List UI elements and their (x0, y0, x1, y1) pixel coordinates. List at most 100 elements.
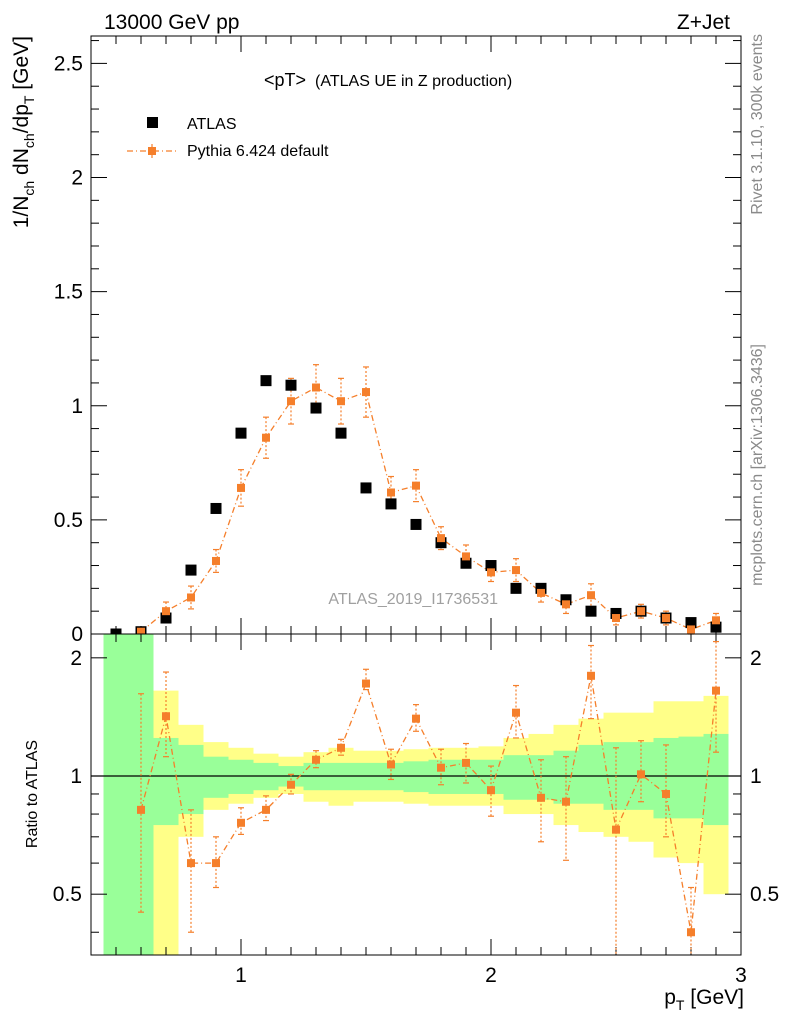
y-tick-label: 0.5 (54, 509, 83, 532)
ratio-y-tick-label-left: 0.5 (53, 883, 82, 906)
ratio-y-tick-label-right: 1 (750, 765, 762, 788)
legend-mc-marker (148, 147, 156, 155)
atlas-point (285, 379, 297, 391)
y-tick-label: 1 (71, 395, 83, 418)
atlas-point (585, 605, 597, 617)
ratio-panel: 0.5 0.5 1 1 2 2 1 2 3 Ratio to ATLAS pT​ [GeV] (24, 633, 779, 1013)
ratio-point (487, 786, 495, 795)
y-axis-label-part: T (21, 95, 37, 104)
ratio-bands (91, 634, 741, 955)
legend-mc-label: Pythia 6.424 default (187, 143, 329, 160)
atlas-point (685, 617, 697, 629)
atlas-point (385, 498, 397, 510)
ratio-point (312, 755, 320, 764)
ratio-point (612, 825, 620, 834)
atlas-point (710, 621, 722, 633)
x-axis-label-part: p (664, 986, 676, 1009)
ratio-band-inner (403, 761, 429, 793)
mc-point (537, 588, 545, 597)
atlas-point (160, 612, 172, 624)
chart-subtitle: (ATLAS UE in Z production) (315, 73, 512, 90)
ratio-point (387, 760, 395, 769)
mc-point (487, 568, 495, 577)
atlas-point (510, 582, 522, 594)
chart-title-text: <pT> (264, 70, 306, 90)
atlas-point (410, 518, 422, 530)
y-axis-label-part: ch (21, 181, 37, 196)
chart-title: <pT> (ATLAS UE in Z production) (264, 70, 512, 90)
atlas-point (185, 564, 197, 576)
header-left: 13000 GeV pp (104, 11, 239, 34)
ratio-point (262, 805, 270, 814)
x-axis-label-part: T (676, 997, 685, 1013)
y-axis-label: 1/Nch​ dNch​/dpT​ [GeV] (10, 36, 37, 228)
y-tick-label: 2 (71, 167, 83, 190)
ratio-point (512, 708, 520, 717)
atlas-point (485, 560, 497, 572)
ratio-point (362, 679, 370, 688)
mc-point (137, 627, 145, 636)
ratio-point (587, 671, 595, 680)
mc-point (612, 614, 620, 623)
ratio-band-inner (203, 756, 229, 798)
ratio-band-inner (228, 759, 254, 794)
mc-point (462, 552, 470, 561)
ratio-point (687, 928, 695, 937)
y-tick-label: 2.5 (54, 52, 83, 75)
legend-atlas-marker (147, 117, 158, 128)
ratio-y-tick-label-right: 0.5 (750, 883, 779, 906)
x-tick-label: 3 (735, 964, 747, 987)
atlas-point (210, 502, 222, 514)
main-series (110, 364, 722, 640)
mc-point (637, 607, 645, 616)
ratio-series (137, 640, 720, 955)
ratio-point (412, 714, 420, 723)
rivet-label: Rivet 3.1.10, 300k events (749, 34, 766, 215)
ratio-y-tick-label-left: 2 (70, 647, 82, 670)
mc-point (587, 591, 595, 600)
mc-point (212, 556, 220, 565)
x-tick-label: 1 (235, 964, 247, 987)
ratio-point (162, 712, 170, 721)
atlas-point (260, 375, 272, 387)
ratio-y-tick-label-right: 2 (750, 647, 762, 670)
ratio-band-inner (503, 755, 529, 800)
ratio-band-inner (703, 733, 729, 826)
mc-point (437, 534, 445, 543)
ratio-point (287, 780, 295, 789)
analysis-watermark: ATLAS_2019_I1736531 (328, 591, 498, 608)
mc-point (412, 481, 420, 490)
mc-point (237, 483, 245, 492)
atlas-point (235, 427, 247, 439)
x-tick-label: 2 (485, 964, 497, 987)
ratio-point (212, 859, 220, 868)
ratio-point (337, 743, 345, 752)
header-right: Z+Jet (677, 11, 730, 34)
mc-series-line (140, 386, 717, 633)
atlas-point (610, 607, 622, 619)
ratio-band-inner (103, 634, 129, 955)
atlas-point (560, 594, 572, 606)
ratio-point (237, 818, 245, 827)
ratio-point (712, 686, 720, 695)
ratio-point (562, 797, 570, 806)
atlas-point (335, 427, 347, 439)
ratio-point (637, 770, 645, 779)
x-axis-label-part: [GeV] (684, 986, 744, 1009)
source-label: mcplots.cern.ch [arXiv:1306.3436] (749, 344, 766, 586)
ratio-point (662, 789, 670, 798)
mc-point (337, 397, 345, 406)
ratio-point (437, 763, 445, 772)
main-panel: 0 0.5 1 1.5 2 2.5 <pT> (ATLAS UE in Z product… (10, 35, 742, 646)
ratio-band-inner (678, 736, 704, 819)
y-axis-label-part: [GeV] (10, 36, 33, 96)
atlas-point (435, 537, 447, 549)
mc-point (387, 488, 395, 497)
atlas-point (360, 482, 372, 494)
ratio-frame (90, 633, 742, 956)
ratio-band-inner (178, 744, 204, 815)
x-axis-label: pT​ [GeV] (664, 986, 744, 1013)
mc-point (512, 566, 520, 575)
main-ticks: 0 0.5 1 1.5 2 2.5 (54, 36, 742, 646)
